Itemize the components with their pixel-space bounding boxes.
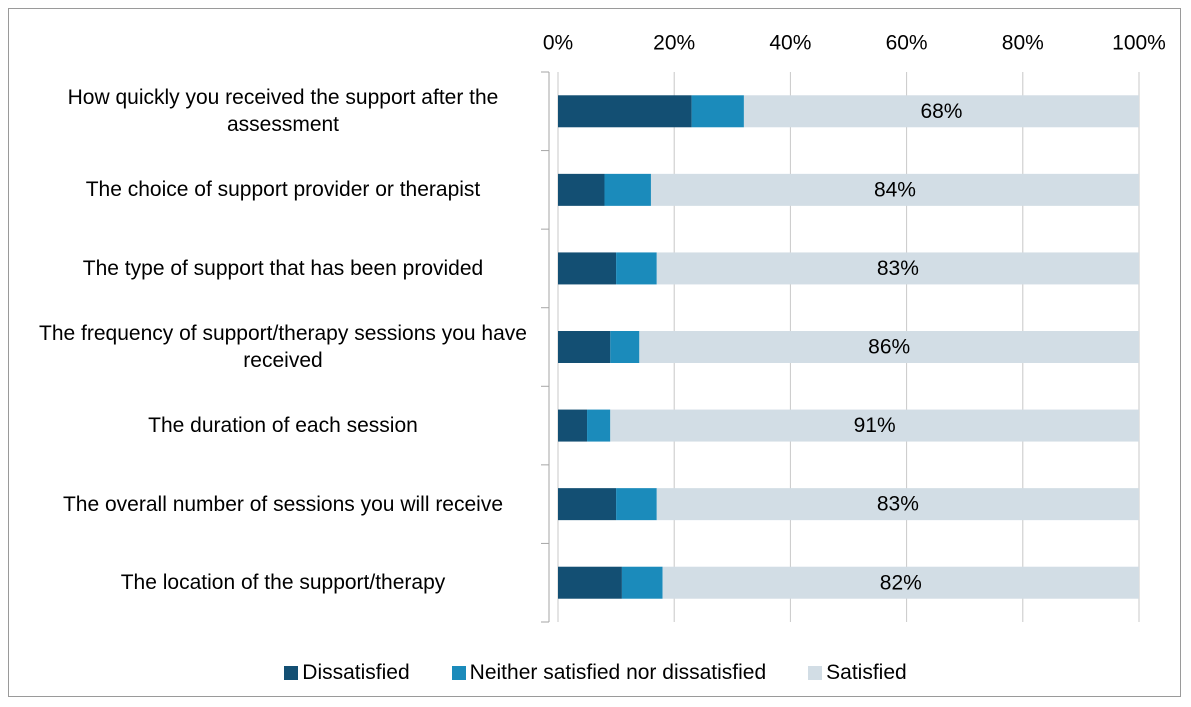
data-label: 83% bbox=[877, 493, 919, 516]
category-label: The overall number of sessions you will … bbox=[62, 492, 504, 516]
bar-segment bbox=[558, 566, 622, 599]
category-label: The location of the support/therapy bbox=[120, 571, 446, 595]
bar-segment bbox=[604, 173, 651, 206]
legend-item: Satisfied bbox=[808, 661, 907, 685]
bar-segment bbox=[610, 331, 640, 363]
bar-segment bbox=[558, 173, 605, 206]
bar-segment bbox=[743, 95, 1139, 128]
category-label: The type of support that has been provid… bbox=[82, 256, 484, 280]
x-tick-label: 60% bbox=[886, 32, 928, 55]
bar-segment bbox=[558, 409, 588, 442]
bar-segment bbox=[558, 488, 617, 521]
bar-segment bbox=[621, 566, 663, 599]
legend-item: Dissatisfied bbox=[284, 661, 410, 685]
bar-segment bbox=[610, 409, 1139, 442]
bar-segment bbox=[691, 95, 744, 128]
bar-segment bbox=[656, 252, 1139, 285]
bar-segment bbox=[558, 95, 692, 128]
category-label: The frequency of support/therapy session… bbox=[39, 321, 527, 372]
legend-label: Neither satisfied nor dissatisfied bbox=[469, 661, 767, 684]
bar-segment bbox=[616, 252, 657, 285]
data-label: 82% bbox=[880, 571, 922, 594]
data-label: 68% bbox=[920, 100, 962, 123]
data-label: 83% bbox=[877, 257, 919, 280]
data-label: 84% bbox=[874, 178, 916, 201]
legend-label: Dissatisfied bbox=[302, 661, 410, 684]
x-tick-label: 80% bbox=[1002, 32, 1044, 55]
bar-segment bbox=[650, 173, 1139, 206]
bar-segment bbox=[558, 331, 611, 363]
legend-swatch bbox=[808, 666, 823, 680]
bar-segment bbox=[662, 566, 1139, 599]
legend-swatch bbox=[284, 666, 299, 680]
legend-label: Satisfied bbox=[826, 661, 907, 684]
bar-segment bbox=[587, 409, 611, 442]
category-label: The duration of each session bbox=[148, 414, 418, 438]
legend-swatch bbox=[451, 666, 466, 680]
data-label: 86% bbox=[868, 336, 910, 359]
bar-segment bbox=[616, 488, 657, 521]
x-tick-label: 20% bbox=[653, 32, 695, 55]
x-tick-label: 40% bbox=[769, 32, 811, 55]
bar-segment bbox=[656, 488, 1139, 521]
bar-segment bbox=[639, 331, 1139, 363]
bar-segment bbox=[558, 252, 617, 285]
legend-item: Neither satisfied nor dissatisfied bbox=[451, 661, 767, 685]
legend: Dissatisfied Neither satisfied nor dissat… bbox=[0, 656, 1191, 690]
x-tick-label: 0% bbox=[543, 32, 573, 55]
data-label: 91% bbox=[854, 414, 896, 437]
chart-frame bbox=[8, 8, 1181, 697]
category-label: How quickly you received the support aft… bbox=[67, 86, 499, 137]
x-tick-label: 100% bbox=[1112, 32, 1166, 55]
category-label: The choice of support provider or therap… bbox=[85, 178, 481, 202]
